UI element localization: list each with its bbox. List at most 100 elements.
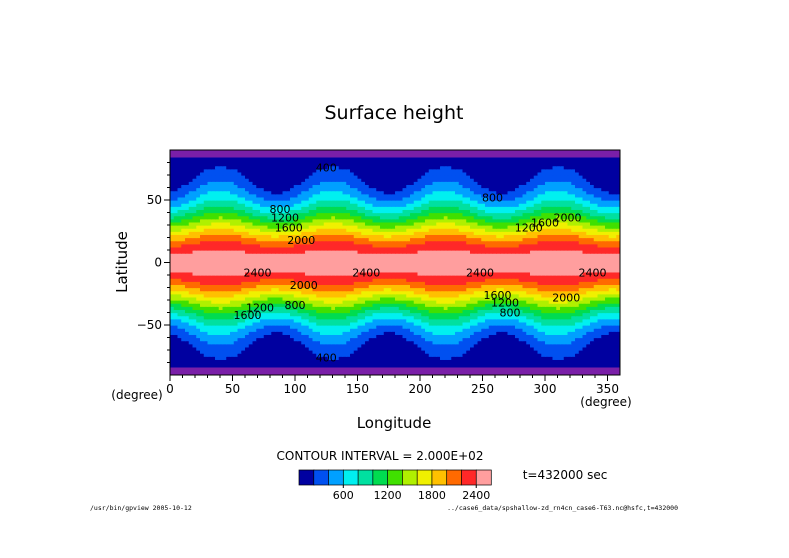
heatmap-cell [207, 350, 212, 354]
heatmap-cell [207, 296, 212, 301]
heatmap-cell [406, 290, 411, 295]
heatmap-cell [237, 321, 242, 326]
heatmap-cell [541, 293, 546, 298]
heatmap-cell [612, 303, 617, 307]
heatmap-cell [338, 346, 344, 351]
heatmap-cell [282, 362, 287, 367]
heatmap-cell [357, 284, 362, 289]
heatmap-cell [185, 265, 190, 270]
heatmap-cell [556, 340, 561, 345]
heatmap-cell [357, 275, 362, 279]
heatmap-cell [222, 350, 227, 354]
heatmap-cell [541, 281, 546, 285]
heatmap-cell [398, 331, 404, 335]
heatmap-cell [192, 271, 197, 276]
heatmap-cell [440, 262, 445, 267]
heatmap-cell [218, 353, 224, 357]
heatmap-cell [413, 325, 419, 329]
heatmap-cell [383, 303, 389, 307]
heatmap-cell [421, 334, 426, 339]
heatmap-cell [443, 353, 449, 357]
heatmap-cell [376, 325, 381, 329]
heatmap-cell [425, 268, 430, 273]
heatmap-cell [316, 318, 321, 323]
heatmap-cell [308, 362, 314, 367]
heatmap-cell [200, 356, 205, 360]
heatmap-cell [237, 353, 242, 357]
heatmap-cell [282, 337, 287, 342]
heatmap-cell [365, 350, 370, 354]
heatmap-cell [432, 343, 437, 348]
heatmap-cell [177, 365, 182, 370]
heatmap-cell [440, 337, 445, 342]
heatmap-cell [230, 365, 235, 370]
heatmap-cell [556, 356, 561, 360]
heatmap-cell [188, 259, 194, 264]
heatmap-cell [286, 315, 291, 320]
heatmap-cell [515, 262, 520, 267]
heatmap-cell [601, 356, 606, 360]
heatmap-cell [488, 281, 494, 285]
heatmap-cell [410, 268, 415, 273]
heatmap-cell [518, 328, 524, 332]
heatmap-cell [466, 309, 471, 314]
heatmap-cell [248, 334, 254, 339]
heatmap-cell [590, 362, 595, 367]
heatmap-cell [511, 340, 516, 345]
heatmap-cell [293, 275, 299, 279]
heatmap-cell [601, 268, 606, 273]
heatmap-cell [533, 303, 539, 307]
heatmap-cell [477, 353, 482, 357]
heatmap-cell [612, 318, 617, 323]
heatmap-cell [432, 287, 437, 292]
heatmap-cell [245, 309, 250, 314]
heatmap-cell [410, 259, 415, 264]
heatmap-cell [515, 343, 520, 348]
heatmap-cell [263, 331, 269, 335]
heatmap-cell [398, 281, 404, 285]
heatmap-cell [466, 350, 471, 354]
heatmap-cell [353, 325, 359, 329]
heatmap-cell [357, 296, 362, 301]
heatmap-cell [571, 281, 576, 285]
heatmap-cell [267, 262, 272, 267]
heatmap-cell [305, 340, 310, 345]
heatmap-cell [248, 275, 254, 279]
heatmap-cell [537, 259, 542, 264]
heatmap-cell [297, 265, 302, 270]
heatmap-cell [402, 309, 407, 314]
heatmap-cell [245, 318, 250, 323]
heatmap-cell [350, 275, 355, 279]
heatmap-cell [222, 365, 227, 370]
heatmap-cell [301, 268, 306, 273]
heatmap-cell [346, 362, 351, 367]
heatmap-cell [282, 325, 287, 329]
heatmap-cell [447, 334, 452, 339]
heatmap-cell [391, 271, 396, 276]
heatmap-cell [406, 293, 411, 298]
heatmap-cell [173, 293, 179, 298]
heatmap-cell [473, 356, 479, 360]
heatmap-cell [530, 337, 535, 342]
heatmap-cell [440, 315, 445, 320]
heatmap-cell [443, 287, 449, 292]
heatmap-cell [357, 362, 362, 367]
heatmap-cell [248, 337, 254, 342]
heatmap-cell [518, 362, 524, 367]
heatmap-cell [488, 284, 494, 289]
heatmap-cell [470, 300, 475, 304]
heatmap-cell [188, 328, 194, 332]
heatmap-cell [387, 340, 392, 345]
heatmap-cell [391, 284, 396, 289]
heatmap-cell [267, 318, 272, 323]
heatmap-cell [458, 346, 464, 351]
heatmap-cell [612, 350, 617, 354]
heatmap-cell [530, 265, 535, 270]
heatmap-cell [233, 259, 239, 264]
heatmap-cell [297, 328, 302, 332]
heatmap-cell [286, 340, 291, 345]
heatmap-cell [526, 303, 531, 307]
heatmap-cell [196, 321, 201, 326]
heatmap-cell [323, 300, 329, 304]
heatmap-cell [428, 340, 434, 345]
